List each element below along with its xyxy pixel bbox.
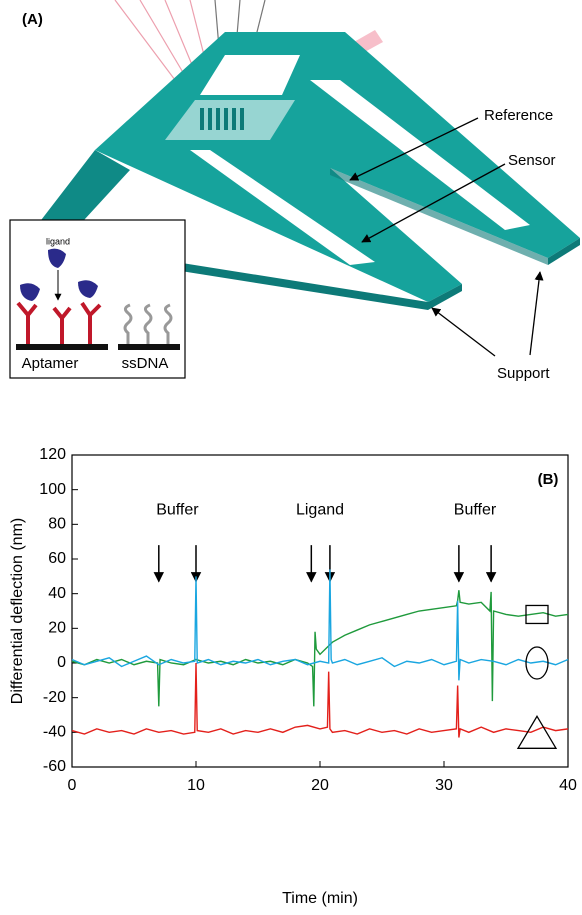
callouts	[349, 117, 544, 357]
series-line	[71, 662, 569, 738]
y-tick-label: 40	[48, 585, 66, 602]
panel-label: (A)	[22, 11, 43, 28]
y-tick-label: 20	[48, 620, 66, 637]
y-tick-label: 60	[48, 550, 66, 567]
series-marker	[525, 646, 549, 680]
y-tick-label: 100	[39, 481, 66, 498]
y-tick-label: -60	[43, 758, 66, 775]
x-tick-label: 10	[187, 777, 205, 794]
panel-b: (B) Time (min) Differential deflection (…	[9, 471, 558, 907]
series-line	[71, 590, 569, 707]
y-tick-label: 80	[48, 516, 66, 533]
series-line	[71, 569, 569, 681]
y-tick-label: -20	[43, 689, 66, 706]
series-marker	[525, 604, 549, 625]
callout-label: Sensor	[508, 152, 556, 169]
inset-label: ligand	[46, 236, 70, 246]
x-axis-label: Time (min)	[282, 890, 358, 907]
y-tick-label: -40	[43, 724, 66, 741]
inset-label: Aptamer	[22, 355, 79, 372]
inset: ligand Aptamer ssDNA	[9, 219, 186, 379]
x-tick-label: 20	[311, 777, 329, 794]
panel-label: (B)	[538, 471, 559, 488]
x-tick-label: 40	[559, 777, 577, 794]
annotation: Buffer	[156, 502, 199, 519]
inset-label: ssDNA	[122, 355, 169, 372]
panel-a: (A)	[9, 0, 580, 382]
y-tick-label: 120	[39, 446, 66, 463]
y-tick-label: 0	[57, 654, 66, 671]
y-axis-label: Differential deflection (nm)	[9, 518, 26, 704]
callout-label: Support	[497, 365, 550, 382]
series-marker	[516, 715, 558, 749]
annotation: Ligand	[296, 502, 344, 519]
annotation: Buffer	[454, 502, 497, 519]
x-tick-label: 0	[68, 777, 77, 794]
callout-label: Reference	[484, 107, 553, 124]
x-tick-label: 30	[435, 777, 453, 794]
